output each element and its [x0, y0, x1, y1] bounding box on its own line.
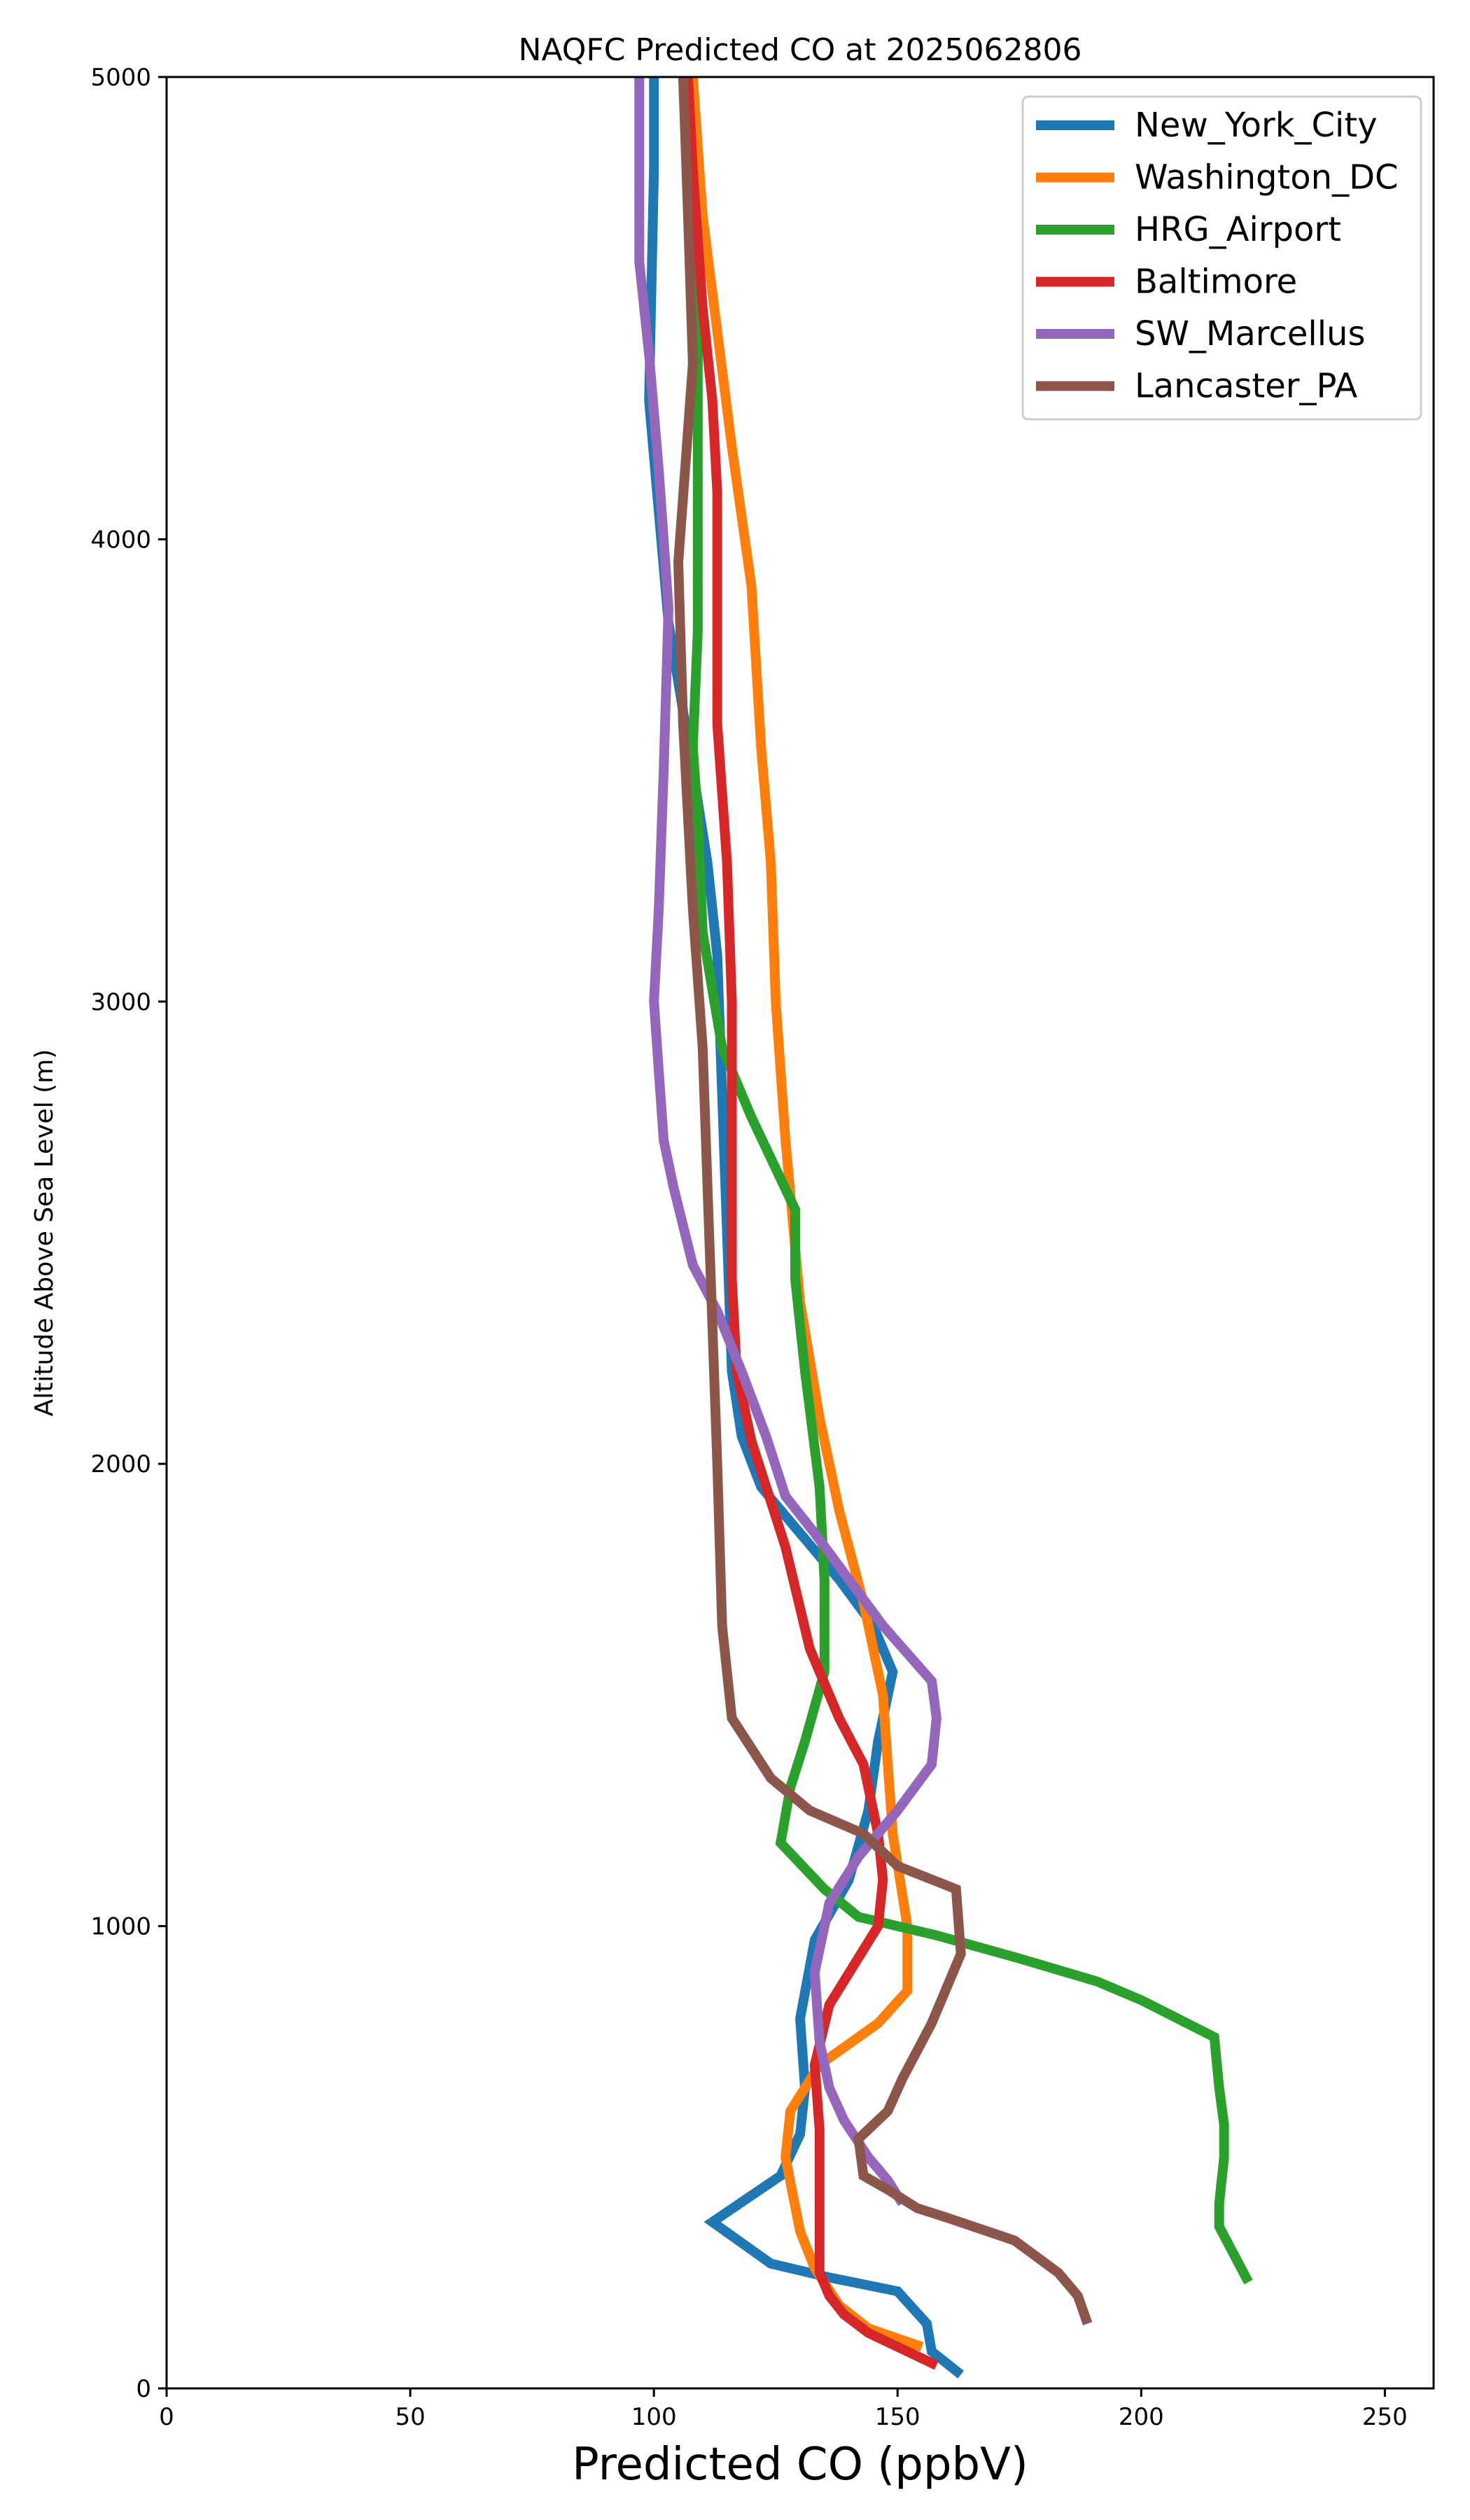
x-tick-label: 250	[1362, 2403, 1408, 2431]
x-tick-label: 0	[159, 2403, 174, 2431]
x-tick-label: 100	[631, 2403, 677, 2431]
x-tick-label: 200	[1119, 2403, 1164, 2431]
y-axis-label: Altitude Above Sea Level (m)	[30, 1049, 59, 1417]
y-axis: 0 1000 2000 3000 4000 5000	[90, 64, 167, 2403]
series-line-sw-marcellus	[634, 77, 941, 2206]
y-tick-label: 4000	[90, 526, 151, 554]
series-layer	[634, 76, 1253, 2379]
legend-label: Washington_DC	[1135, 158, 1399, 197]
series-line-baltimore	[682, 76, 939, 2370]
legend-label: New_York_City	[1135, 106, 1378, 145]
x-tick-label: 50	[395, 2403, 425, 2431]
y-tick-label: 2000	[90, 1450, 151, 1478]
series-line-hrg-airport	[678, 76, 1253, 2285]
legend-frame	[1021, 95, 1422, 421]
y-tick-label: 1000	[90, 1913, 151, 1941]
chart-title: NAQFC Predicted CO at 2025062806	[519, 32, 1082, 68]
y-tick-label: 0	[136, 2375, 151, 2403]
plot-frame	[165, 76, 1435, 2390]
legend-label: Lancaster_PA	[1135, 367, 1357, 406]
x-axis-label: Predicted CO (ppbV)	[572, 2439, 1028, 2491]
series-line-washington-dc	[687, 76, 924, 2352]
x-tick-label: 150	[875, 2403, 920, 2431]
y-tick-label: 5000	[90, 64, 151, 92]
legend-label: HRG_Airport	[1135, 210, 1341, 249]
y-tick-label: 3000	[90, 988, 151, 1016]
series-line-lancaster-pa	[673, 76, 1093, 2325]
legend-label: Baltimore	[1135, 262, 1297, 302]
x-axis: 0 50 100 150 200 250	[159, 2388, 1408, 2431]
legend: New_York_City Washington_DC HRG_Airport Bal…	[1021, 95, 1422, 421]
legend-label: SW_Marcellus	[1135, 314, 1365, 354]
series-line-new-york-city	[644, 77, 965, 2379]
